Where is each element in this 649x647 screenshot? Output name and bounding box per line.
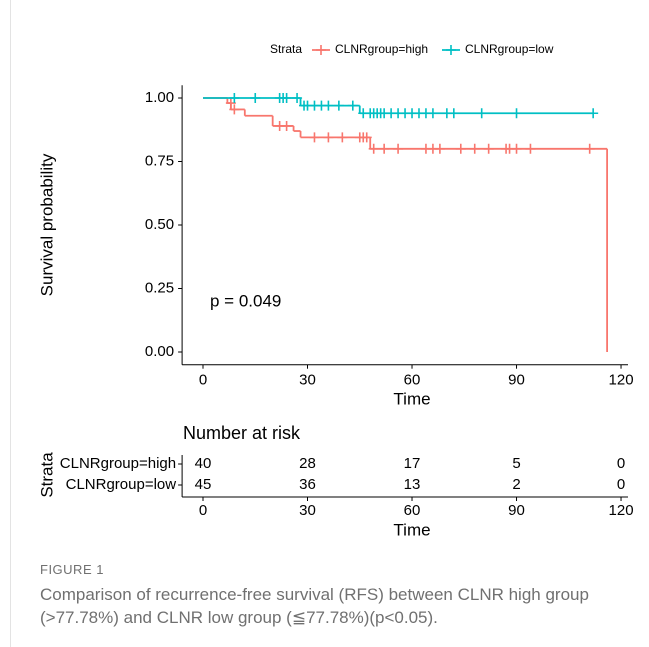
censor-mark (361, 132, 372, 143)
y-tick-label: 1.00 (145, 89, 174, 106)
risk-x-tick-label: 120 (609, 502, 634, 519)
censor-mark (584, 143, 595, 154)
censor-mark (393, 143, 404, 154)
x-tick-label: 120 (609, 372, 634, 389)
risk-count: 36 (299, 476, 316, 493)
censor-mark (448, 108, 459, 119)
y-tick-label: 0.50 (145, 216, 174, 233)
censor-mark (476, 108, 487, 119)
risk-count: 0 (617, 476, 625, 493)
censor-mark (427, 108, 438, 119)
x-axis-title: Time (393, 389, 430, 408)
censor-mark (588, 108, 599, 119)
risk-x-tick-label: 30 (299, 502, 316, 519)
legend-marker (446, 45, 456, 55)
risk-x-title: Time (393, 520, 430, 539)
risk-row-label: CLNRgroup=low (66, 476, 177, 493)
censor-mark (455, 143, 466, 154)
censor-mark (225, 98, 236, 109)
censor-mark (323, 132, 334, 143)
risk-count: 5 (512, 455, 520, 472)
censor-mark (511, 143, 522, 154)
risk-count: 0 (617, 455, 625, 472)
figure-label: FIGURE 1 (40, 562, 104, 577)
censor-mark (309, 132, 320, 143)
y-axis-title: Survival probability (37, 153, 56, 296)
risk-row-label: CLNRgroup=high (60, 455, 176, 472)
risk-count: 28 (299, 455, 316, 472)
risk-count: 17 (404, 455, 421, 472)
censor-mark (469, 143, 480, 154)
risk-count: 45 (195, 476, 212, 493)
y-tick-label: 0.25 (145, 279, 174, 296)
p-value: p = 0.049 (210, 291, 281, 310)
censor-mark (347, 100, 358, 111)
figure-frame (10, 0, 649, 647)
legend-label: CLNRgroup=low (465, 42, 554, 56)
risk-title: Number at risk (183, 423, 301, 443)
censor-mark (250, 93, 261, 103)
risk-x-tick-label: 0 (199, 502, 207, 519)
y-tick-label: 0.00 (145, 343, 174, 360)
x-tick-label: 0 (199, 372, 207, 389)
censor-mark (281, 93, 292, 103)
censor-mark (323, 100, 334, 111)
legend-label: CLNRgroup=high (335, 42, 428, 56)
censor-mark (281, 120, 292, 131)
risk-count: 13 (404, 476, 421, 493)
censor-mark (337, 132, 348, 143)
x-tick-label: 60 (404, 372, 421, 389)
censor-mark (483, 143, 494, 154)
risk-count: 40 (195, 455, 212, 472)
censor-mark (525, 143, 536, 154)
censor-mark (229, 104, 240, 115)
censor-mark (333, 100, 344, 111)
caption-text: Comparison of recurrence-free survival (… (40, 585, 589, 627)
risk-count: 2 (512, 476, 520, 493)
censor-mark (368, 143, 379, 154)
caption: FIGURE 1 Comparison of recurrence-free s… (40, 562, 640, 629)
legend-marker (316, 45, 326, 55)
risk-x-tick-label: 90 (508, 502, 525, 519)
legend-title: Strata (270, 42, 302, 56)
censor-mark (229, 93, 240, 103)
censor-mark (292, 93, 303, 103)
x-tick-label: 30 (299, 372, 316, 389)
x-tick-label: 90 (508, 372, 525, 389)
censor-mark (379, 143, 390, 154)
risk-y-title: Strata (37, 452, 56, 498)
y-tick-label: 0.75 (145, 152, 174, 169)
censor-mark (434, 143, 445, 154)
chart: Strata Survival probability Time p = 0.0… (37, 42, 634, 539)
risk-x-tick-label: 60 (404, 502, 421, 519)
censor-mark (511, 108, 522, 119)
